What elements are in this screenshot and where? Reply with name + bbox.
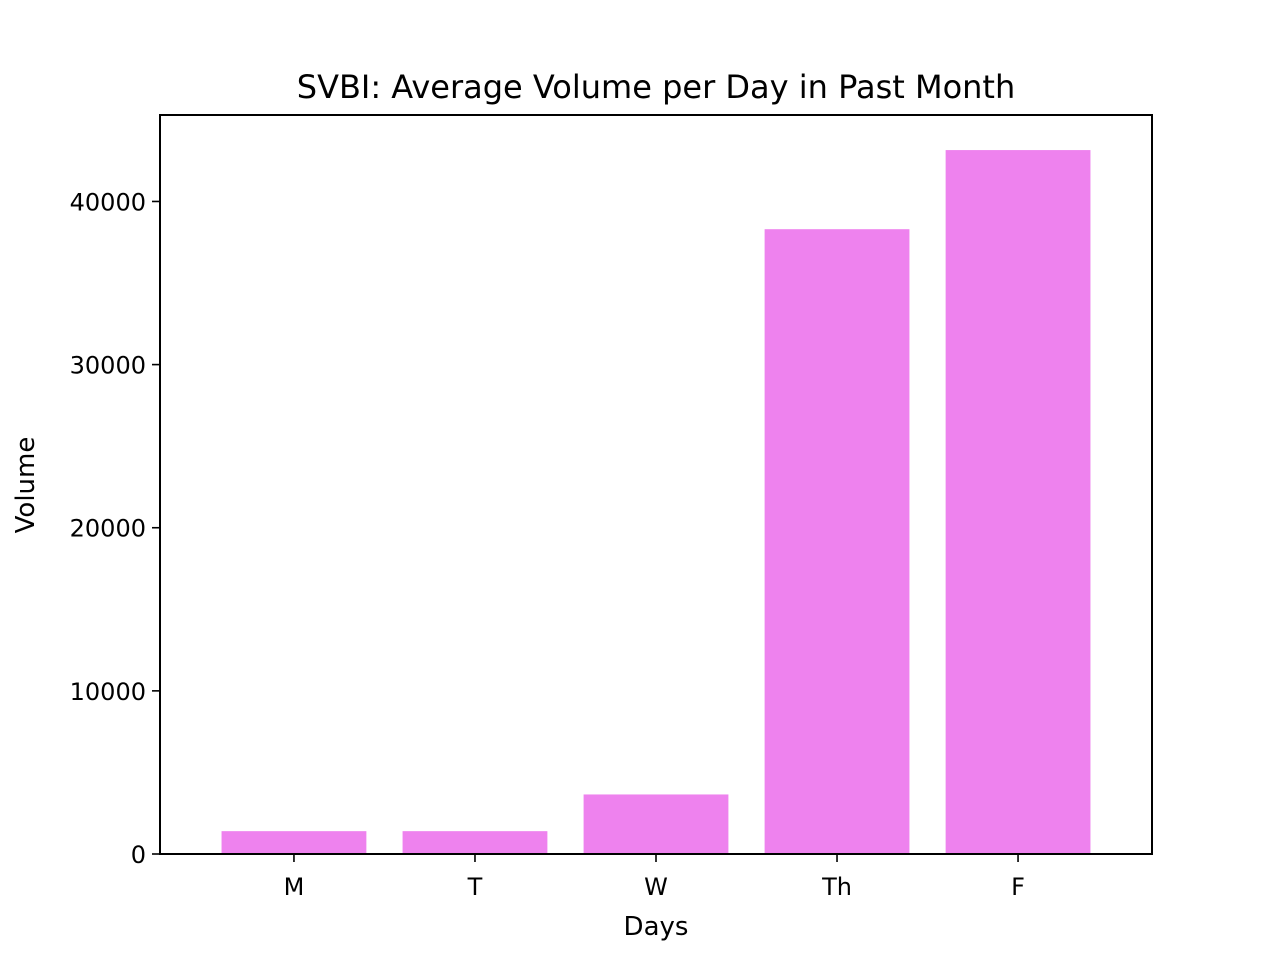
y-tick-label: 0	[131, 841, 146, 869]
x-tick-label: Th	[821, 873, 852, 901]
x-tick-label: F	[1011, 873, 1025, 901]
chart-title: SVBI: Average Volume per Day in Past Mon…	[297, 68, 1016, 106]
plot-frame	[159, 114, 1153, 855]
y-axis-label: Volume	[11, 437, 41, 534]
bar-f	[945, 150, 1091, 854]
bar-th	[764, 229, 910, 854]
y-tick-label: 20000	[70, 515, 146, 543]
x-tick-label: T	[467, 873, 483, 901]
bar-t	[402, 831, 548, 854]
y-tick-label: 10000	[70, 678, 146, 706]
y-tick-label: 30000	[70, 352, 146, 380]
x-tick-label: M	[284, 873, 305, 901]
y-tick-label: 40000	[70, 188, 146, 216]
bar-m	[221, 831, 367, 854]
bars-layer	[221, 150, 1091, 854]
ticks-layer: M T W Th F 0 10000 20000 30000 40000	[70, 188, 1025, 901]
bar-w	[583, 794, 729, 854]
x-axis-label: Days	[624, 912, 689, 942]
x-tick-label: W	[644, 873, 668, 901]
